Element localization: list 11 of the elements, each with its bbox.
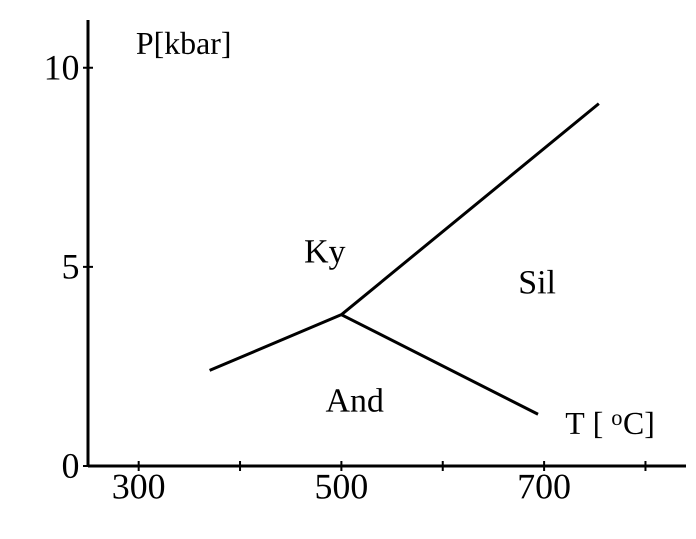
y-tick-label: 10: [46, 56, 78, 80]
annotation: Ky: [305, 240, 346, 270]
y-tick-label: 5: [64, 254, 78, 279]
y-tick-label: 0: [62, 454, 78, 478]
annotation: Sil: [520, 270, 556, 294]
x-tick-label: 700: [520, 474, 570, 499]
x-axis-title: T [ $^{o}$C]: [566, 412, 652, 438]
x-tick-label: 500: [316, 474, 367, 499]
x-tick-label: 300: [114, 474, 164, 499]
annotation: And: [326, 388, 384, 412]
y-axis-title: P[kbar]: [136, 32, 230, 58]
